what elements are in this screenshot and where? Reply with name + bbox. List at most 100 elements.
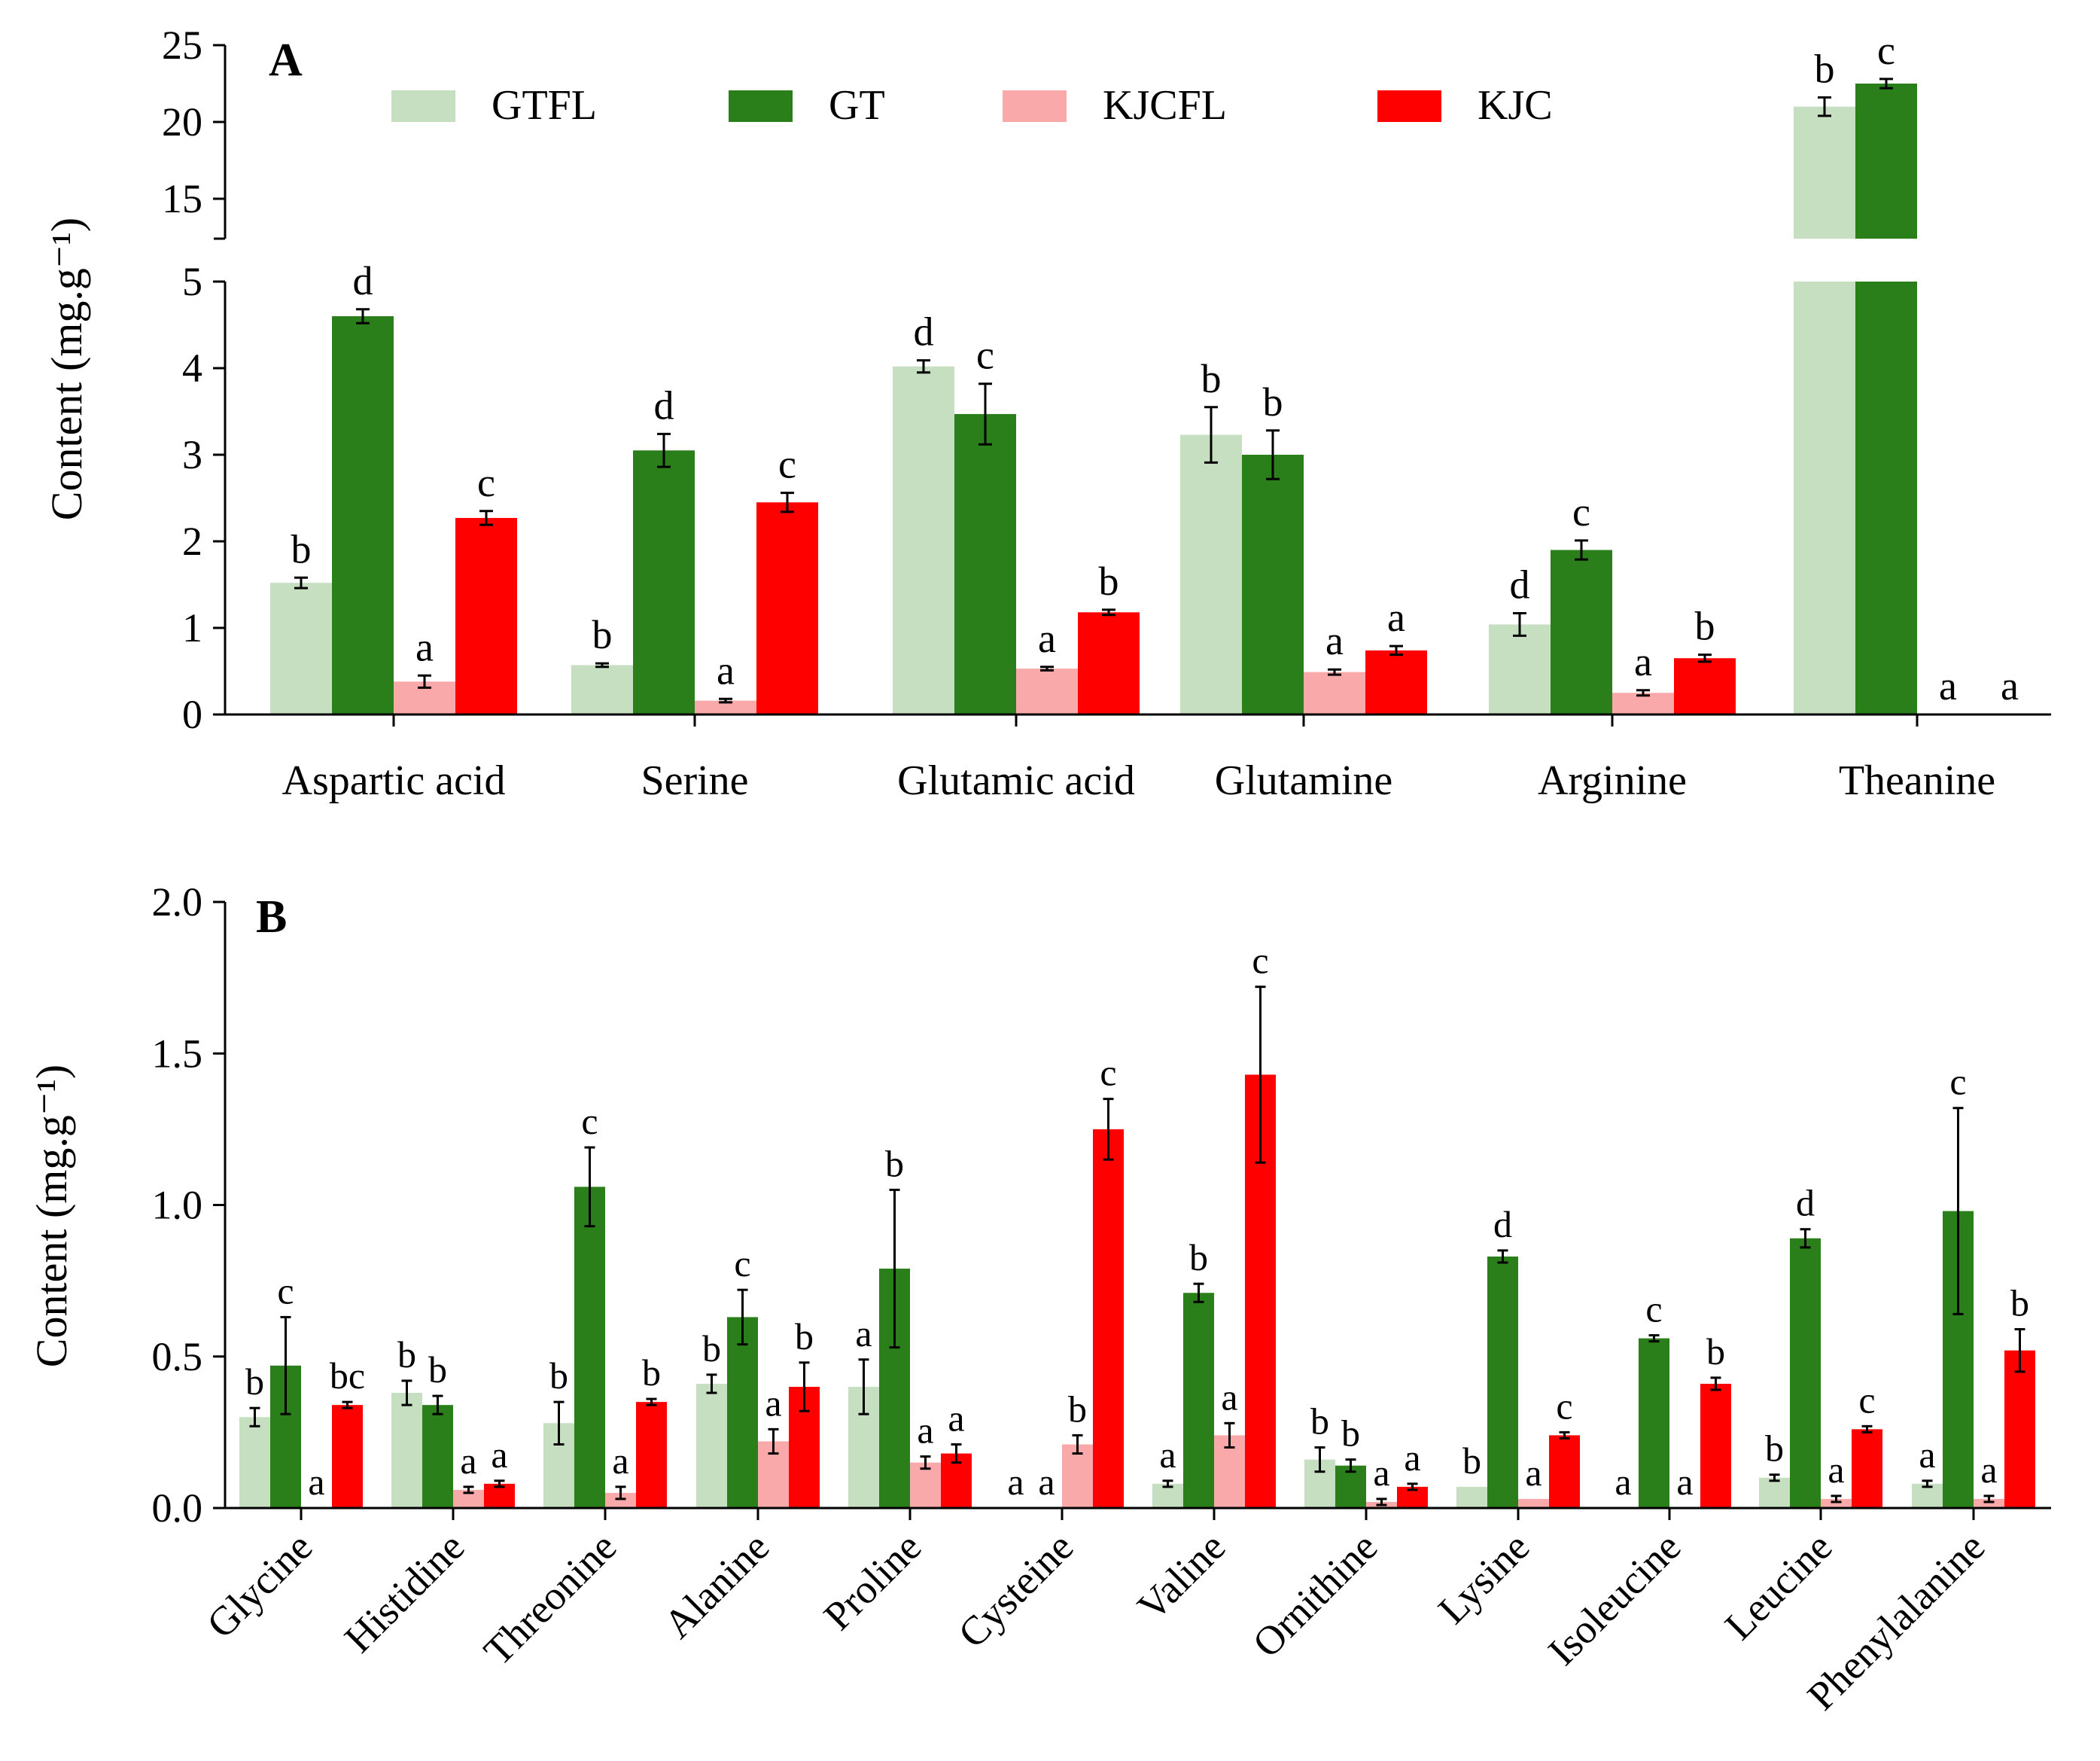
letter-gtfl-arginine: d xyxy=(1510,562,1530,607)
letter-kjc-glutamine: a xyxy=(1387,595,1405,640)
bar-kjcfl-lysine xyxy=(1518,1498,1549,1508)
letter-gtfl-cysteine: a xyxy=(1007,1461,1024,1503)
letter-gtfl-theanine: b xyxy=(1815,46,1835,91)
letter-gtfl-alanine: b xyxy=(702,1327,721,1369)
category-label-proline: Proline xyxy=(815,1524,930,1639)
bar-gt-aspartic-acid xyxy=(332,316,394,714)
letter-kjcfl-glycine: a xyxy=(308,1461,324,1503)
bar-kjc-cysteine xyxy=(1093,1129,1124,1508)
bar-gtfl-glutamine xyxy=(1180,434,1242,714)
panel-b-label: B xyxy=(256,891,287,943)
bar-gtfl-arginine xyxy=(1489,624,1551,714)
bar-kjc-aspartic-acid xyxy=(455,517,517,714)
letter-gtfl-phenylalanine: a xyxy=(1919,1433,1935,1476)
letter-gt-aspartic-acid: d xyxy=(353,258,373,303)
panel-b-error-bars xyxy=(249,986,2025,1507)
letter-gt-glutamic-acid: c xyxy=(976,333,994,378)
panel-a-ylabel: Content (mg.g⁻¹) xyxy=(42,218,91,520)
category-label-lysine: Lysine xyxy=(1429,1524,1538,1632)
letter-kjc-lysine: c xyxy=(1556,1385,1572,1427)
bar-gtfl-theanine-upper xyxy=(1794,106,1855,239)
y-tick-label-1.0: 1.0 xyxy=(152,1183,203,1228)
y-tick-label-3: 3 xyxy=(182,432,202,477)
bar-kjc-glycine xyxy=(332,1405,363,1508)
category-label-histidine: Histidine xyxy=(336,1524,473,1661)
legend-label-kjcfl: KJCFL xyxy=(1103,82,1227,129)
letter-gtfl-glycine: b xyxy=(245,1360,264,1403)
letter-kjc-aspartic-acid: c xyxy=(477,460,495,505)
letter-kjc-phenylalanine: b xyxy=(2010,1282,2029,1324)
letter-kjcfl-valine: a xyxy=(1221,1376,1237,1418)
letter-gtfl-threonine: b xyxy=(549,1354,568,1397)
bar-gt-isoleucine xyxy=(1639,1338,1669,1508)
letter-gtfl-proline: a xyxy=(855,1312,872,1354)
bar-kjc-isoleucine xyxy=(1700,1383,1731,1508)
bar-gt-theanine-lower xyxy=(1855,282,1917,714)
letter-gt-threonine: c xyxy=(581,1100,598,1142)
category-label-glycine: Glycine xyxy=(198,1524,321,1647)
category-label-threonine: Threonine xyxy=(475,1524,625,1674)
bar-gt-alanine xyxy=(727,1317,758,1508)
letter-kjcfl-glutamine: a xyxy=(1325,618,1344,663)
letter-kjcfl-alanine: a xyxy=(765,1382,781,1424)
bar-kjcfl-phenylalanine xyxy=(1974,1498,2004,1508)
letter-gt-isoleucine: c xyxy=(1645,1288,1662,1330)
letter-kjcfl-glutamic-acid: a xyxy=(1038,616,1056,661)
letter-gtfl-glutamine: b xyxy=(1201,356,1222,401)
letter-kjc-ornithine: a xyxy=(1404,1437,1420,1479)
letter-gt-proline: b xyxy=(885,1142,904,1184)
letter-gt-arginine: c xyxy=(1572,489,1590,535)
letter-kjcfl-cysteine: b xyxy=(1068,1388,1087,1430)
y-tick-label-5: 5 xyxy=(182,259,202,304)
letter-gt-lysine: d xyxy=(1493,1203,1512,1245)
letter-gtfl-aspartic-acid: b xyxy=(291,526,312,571)
legend: GTFL GT KJCFL KJC xyxy=(391,82,1553,129)
y-tick-label-2.0: 2.0 xyxy=(152,879,203,925)
letter-kjcfl-histidine: a xyxy=(460,1440,476,1482)
letter-kjc-glutamic-acid: b xyxy=(1099,559,1119,604)
category-label-cysteine: Cysteine xyxy=(949,1524,1082,1656)
bar-gt-theanine-upper xyxy=(1855,84,1917,239)
letter-kjc-histidine: a xyxy=(491,1433,507,1476)
bar-kjcfl-proline xyxy=(910,1462,941,1508)
letter-kjc-cysteine: c xyxy=(1100,1052,1116,1094)
panel-b-axes xyxy=(213,900,2051,1520)
y-tick-label-2: 2 xyxy=(182,519,202,564)
letter-kjcfl-arginine: a xyxy=(1634,639,1652,684)
letter-gt-glycine: c xyxy=(277,1269,294,1312)
letter-kjcfl-aspartic-acid: a xyxy=(415,624,434,669)
panel-b-category-labels: Glycine Histidine Threonine Alanine Proline C… xyxy=(198,1524,1993,1719)
category-label-leucine: Leucine xyxy=(1716,1524,1840,1648)
bar-kjcfl-cysteine xyxy=(1062,1444,1093,1508)
bar-gt-threonine xyxy=(574,1187,605,1508)
category-label-glutamine: Glutamine xyxy=(1215,757,1392,804)
bar-gt-leucine xyxy=(1790,1238,1821,1508)
bar-kjc-glutamic-acid xyxy=(1078,612,1140,714)
bar-gt-lysine xyxy=(1487,1256,1518,1508)
letter-kjcfl-proline: a xyxy=(917,1409,933,1452)
category-label-alanine: Alanine xyxy=(655,1524,778,1647)
legend-label-kjc: KJC xyxy=(1478,82,1553,129)
panel-b-tick-labels: 0.0 0.5 1.0 1.5 2.0 xyxy=(152,879,203,1531)
letter-kjcfl-ornithine: a xyxy=(1373,1452,1389,1494)
bar-gtfl-histidine xyxy=(391,1393,422,1508)
letter-gtfl-ornithine: b xyxy=(1310,1400,1329,1443)
bar-kjcfl-glutamine xyxy=(1304,672,1365,714)
letter-kjcfl-lysine: a xyxy=(1525,1452,1542,1494)
panel-b-bars xyxy=(239,1074,2035,1508)
legend-swatch-gtfl xyxy=(391,90,455,122)
letter-kjcfl-threonine: a xyxy=(612,1440,628,1482)
letter-gtfl-lysine: b xyxy=(1462,1440,1481,1482)
letter-kjcfl-leucine: a xyxy=(1828,1449,1844,1491)
letter-gtfl-isoleucine: a xyxy=(1615,1461,1631,1503)
letter-gtfl-glutamic-acid: d xyxy=(914,309,934,355)
category-label-serine: Serine xyxy=(641,757,748,804)
letter-kjc-valine: c xyxy=(1252,940,1268,982)
letter-gtfl-histidine: b xyxy=(397,1333,416,1376)
category-label-arginine: Arginine xyxy=(1538,757,1687,804)
bar-kjc-serine xyxy=(756,502,818,714)
legend-swatch-kjcfl xyxy=(1003,90,1067,122)
legend-label-gt: GT xyxy=(829,82,885,129)
letter-gtfl-leucine: b xyxy=(1765,1427,1784,1470)
